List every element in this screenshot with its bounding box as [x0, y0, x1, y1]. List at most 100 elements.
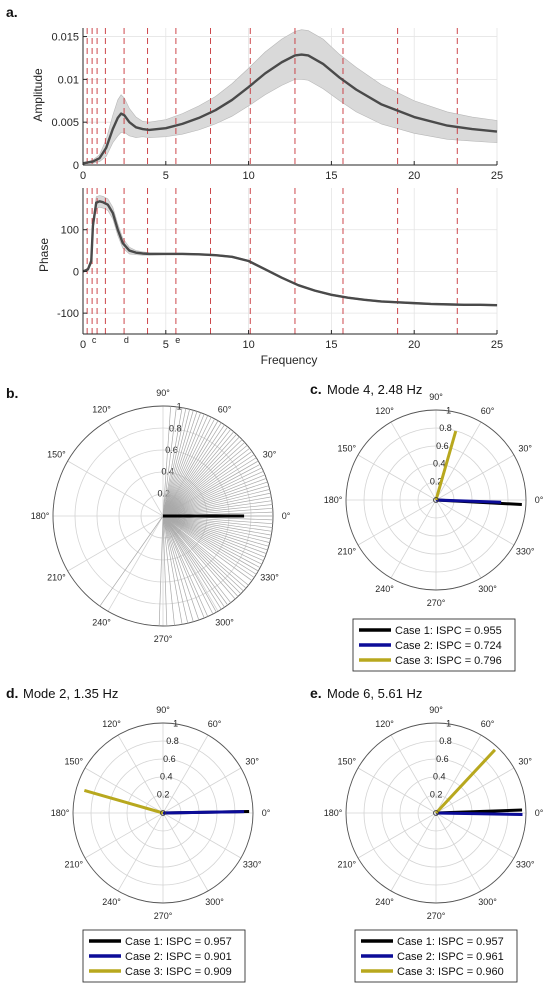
polar-b-trial-ray: [162, 515, 168, 626]
polar-e-r-label: 0.2: [430, 789, 443, 799]
polar-c-spoke: [435, 499, 482, 579]
panel-d-label: d.: [6, 685, 18, 701]
polar-b-trial-ray: [162, 408, 187, 517]
polar-d-spoke: [162, 734, 209, 814]
polar-c-theta-label: 0°: [535, 495, 544, 505]
polar-b-r-label: 1: [177, 402, 182, 412]
phase-xtick-label: 20: [408, 339, 420, 351]
polar-e-spoke: [357, 767, 437, 814]
polar-plot-e: 0° 30° 60° 90° 120° 150° 180° 210° 240° 270° 300° 3…: [324, 705, 544, 983]
polar-b-trial-ray: [162, 457, 257, 517]
polar-c-theta-label: 330°: [516, 547, 535, 557]
polar-b-trial-ray: [162, 496, 272, 517]
polar-b-trial-ray: [162, 412, 201, 517]
polar-e-spoke: [390, 734, 437, 814]
polar-e-spoke: [390, 812, 437, 892]
polar-b-trial-ray: [162, 429, 231, 517]
polar-b-trial-ray: [162, 515, 214, 615]
polar-b-trial-ray: [162, 492, 271, 517]
polar-e-theta-label: 330°: [516, 860, 535, 870]
polar-b-trial-ray: [158, 515, 164, 626]
polar-e-legend-entry: Case 3: ISPC = 0.960: [397, 966, 504, 978]
polar-b-trial-ray: [162, 454, 255, 517]
polar-c-theta-label: 60°: [481, 406, 495, 416]
polar-b-trial-ray: [162, 515, 268, 551]
polar-d-r-label: 0.2: [157, 789, 170, 799]
polar-b-trial-ray: [162, 485, 269, 517]
polar-c-r-label: 0.8: [439, 423, 452, 433]
polar-b-trial-ray: [162, 489, 270, 517]
polar-c-r-label: 0.2: [430, 476, 443, 486]
polar-b-trial-ray: [162, 515, 242, 595]
polar-b-trial-ray: [162, 515, 189, 624]
polar-c-spoke: [435, 499, 515, 546]
polar-c-spoke: [435, 421, 482, 501]
phase-ytick-label: 0: [73, 266, 79, 278]
amp-xtick-label: 20: [408, 170, 420, 182]
phase-plot: 0 5 10 15 20 25 -100 0 100 c d e: [57, 188, 503, 351]
amp-xtick-label: 15: [325, 170, 337, 182]
polar-e-theta-label: 120°: [375, 719, 394, 729]
polar-b-trial-ray: [162, 409, 190, 517]
amp-mean-line: [82, 53, 498, 165]
polar-b-trial-ray: [162, 407, 183, 517]
polar-c-theta-label: 180°: [324, 495, 343, 505]
polar-b-trial-ray: [162, 515, 222, 610]
amp-xtick-label: 5: [163, 170, 169, 182]
amp-xtick-label: 25: [491, 170, 503, 182]
polar-e-r-label: 0.6: [436, 754, 449, 764]
polar-e-theta-label: 30°: [518, 757, 532, 767]
polar-b-trial-ray: [162, 515, 200, 621]
polar-b-trial-ray: [162, 515, 239, 597]
polar-b-r-label: 0.4: [161, 467, 174, 477]
polar-e-theta-label: 210°: [337, 860, 356, 870]
amp-ytick-label: 0.01: [58, 74, 79, 86]
polar-b-trial-ray: [162, 464, 261, 517]
polar-e-spoke: [435, 767, 515, 814]
polar-b-trial-ray: [162, 470, 264, 517]
polar-b-trial-ray: [162, 481, 268, 517]
polar-d-theta-label: 300°: [205, 897, 224, 907]
panel-a-label: a.: [6, 4, 18, 20]
polar-b-trial-ray: [162, 515, 247, 589]
polar-c-theta-label: 150°: [337, 444, 356, 454]
phase-mode-letter: d: [124, 335, 129, 345]
phase-mode-letter: c: [92, 335, 97, 345]
polar-b-trial-ray: [162, 515, 249, 586]
polar-b-spoke: [107, 420, 164, 517]
polar-c-spoke: [435, 454, 515, 501]
polar-d-spoke: [162, 812, 242, 859]
panel-b-label: b.: [6, 385, 18, 401]
phase-ytick-label: -100: [57, 308, 79, 320]
panel-e-label: e.: [310, 685, 322, 701]
polar-d-theta-label: 60°: [208, 719, 222, 729]
polar-c-vector-case-3: [434, 430, 458, 501]
polar-b-trial-ray: [162, 448, 250, 517]
polar-b-trial-ray: [162, 515, 267, 554]
phase-xtick-label: 25: [491, 339, 503, 351]
polar-b-trial-ray: [162, 515, 225, 608]
polar-e-outer-ring: [345, 722, 527, 904]
polar-d-legend-entry: Case 2: ISPC = 0.901: [125, 951, 232, 963]
polar-e-theta-label: 240°: [375, 897, 394, 907]
polar-d-r-label: 1: [173, 718, 178, 728]
polar-e-spoke: [357, 812, 437, 859]
polar-b-trial-ray: [162, 478, 267, 517]
polar-e-theta-label: 270°: [427, 911, 446, 921]
polar-b-r-label: 0.8: [169, 423, 182, 433]
polar-d-legend-entry: Case 1: ISPC = 0.957: [125, 936, 232, 948]
polar-b-trial-ray: [162, 515, 271, 540]
polar-e-legend-entry: Case 2: ISPC = 0.961: [397, 951, 504, 963]
polar-b-theta-label: 180°: [31, 511, 50, 521]
polar-d-theta-label: 30°: [245, 757, 259, 767]
polar-c-r-label: 1: [446, 405, 451, 415]
phase-xlabel: Frequency: [261, 353, 318, 367]
polar-b-theta-label: 60°: [218, 404, 232, 414]
polar-d-r-label: 0.4: [160, 772, 173, 782]
polar-b-trial-ray: [162, 434, 237, 517]
polar-e-spoke: [435, 812, 515, 859]
polar-b-r-label: 0.2: [158, 488, 171, 498]
polar-plot-c: 0° 30° 60° 90° 120° 150° 180° 210° 240° 270° 300° 3…: [324, 392, 544, 672]
polar-c-theta-label: 270°: [427, 598, 446, 608]
polar-b-trial-ray: [162, 467, 263, 517]
